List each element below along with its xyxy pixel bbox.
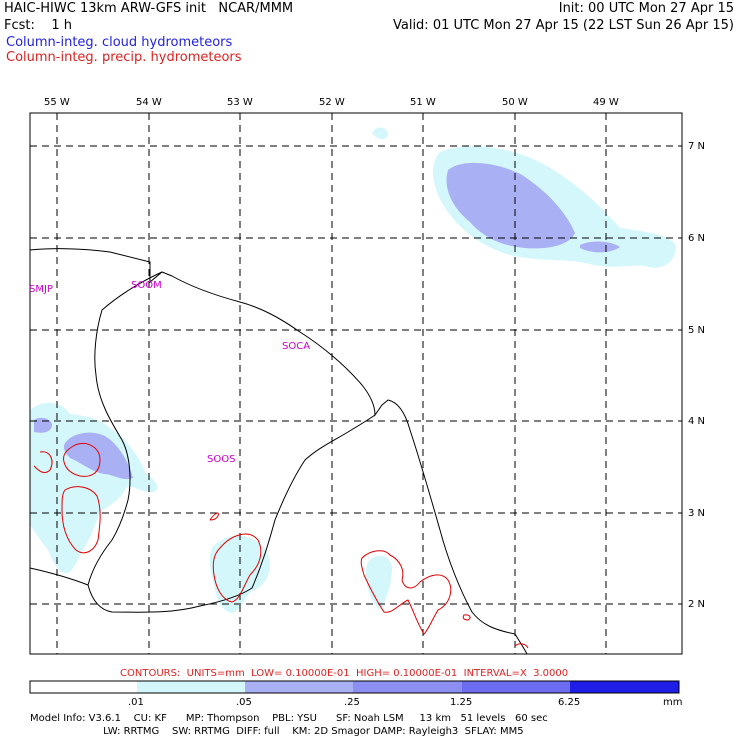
lat-label-5n: 5 N bbox=[688, 325, 706, 336]
contours-note: CONTOURS: UNITS=mm LOW= 0.10000E-01 HIGH… bbox=[120, 668, 569, 679]
init-time: Init: 00 UTC Mon 27 Apr 15 bbox=[558, 1, 734, 16]
lon-label-55w: 55 W bbox=[44, 97, 70, 108]
precip-contours bbox=[33, 443, 529, 649]
lat-label-7n: 7 N bbox=[688, 141, 706, 152]
colorbar bbox=[29, 680, 680, 694]
colorbar-tick-4: 6.25 bbox=[558, 697, 581, 708]
map-frame bbox=[29, 112, 683, 655]
lon-label-49w: 49 W bbox=[593, 97, 619, 108]
lat-label-3n: 3 N bbox=[688, 508, 706, 519]
station-soca: SOCA bbox=[282, 341, 311, 352]
colorbar-tick-3: 1.25 bbox=[450, 697, 473, 708]
colorbar-units: mm bbox=[663, 697, 683, 708]
lon-label-51w: 51 W bbox=[410, 97, 436, 108]
colorbar-tick-1: .05 bbox=[236, 697, 252, 708]
station-soos: SOOS bbox=[207, 454, 236, 465]
lon-ticks bbox=[56, 113, 607, 117]
lon-label-53w: 53 W bbox=[227, 97, 253, 108]
lat-lon-grid bbox=[30, 113, 682, 654]
cloud-shading-medium bbox=[34, 162, 620, 480]
station-soom: SOOM bbox=[131, 280, 162, 291]
station-smjp: SMJP bbox=[29, 284, 53, 295]
model-info-line1: Model Info: V3.6.1 CU: KF MP: Thompson P… bbox=[30, 713, 548, 724]
lat-label-4n: 4 N bbox=[688, 416, 706, 427]
lon-label-50w: 50 W bbox=[502, 97, 528, 108]
colorbar-tick-0: .01 bbox=[128, 697, 144, 708]
model-info-line2: LW: RRTMG SW: RRTMG DIFF: full KM: 2D Sm… bbox=[30, 726, 524, 737]
colorbar-tick-2: .25 bbox=[344, 697, 360, 708]
lon-label-54w: 54 W bbox=[136, 97, 162, 108]
legend-cloud-label: Column-integ. cloud hydrometeors bbox=[6, 35, 233, 50]
coastline-borders bbox=[29, 248, 528, 655]
forecast-hour: Fcst: 1 h bbox=[4, 18, 73, 33]
legend-precip-label: Column-integ. precip. hydrometeors bbox=[6, 50, 242, 65]
header-title: HAIC-HIWC 13km ARW-GFS init NCAR/MMM bbox=[4, 1, 294, 16]
valid-time: Valid: 01 UTC Mon 27 Apr 15 (22 LST Sun … bbox=[392, 18, 734, 33]
lat-label-6n: 6 N bbox=[688, 233, 706, 244]
lat-label-2n: 2 N bbox=[688, 599, 706, 610]
lon-label-52w: 52 W bbox=[319, 97, 345, 108]
cloud-shading-light bbox=[30, 127, 676, 613]
